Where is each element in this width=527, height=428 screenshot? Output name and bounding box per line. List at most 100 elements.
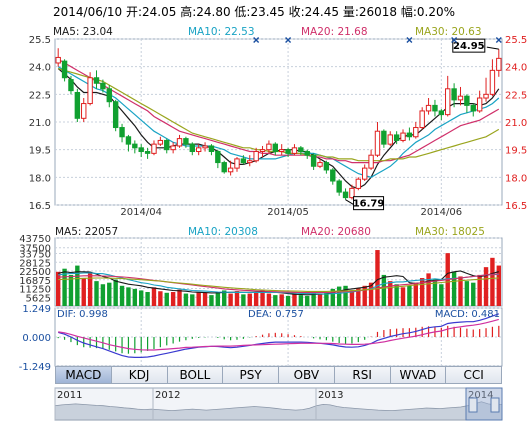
candle-body bbox=[355, 178, 362, 189]
candle-body bbox=[323, 162, 330, 171]
volume-bar bbox=[81, 278, 86, 306]
volume-bar bbox=[439, 284, 444, 306]
price-tick-left: 19.5 bbox=[29, 146, 51, 157]
price-ma5-line bbox=[57, 68, 500, 190]
volume-tick-label: 5625 bbox=[26, 293, 51, 304]
candle-body bbox=[368, 154, 374, 169]
volume-bar bbox=[336, 286, 342, 306]
volume-bar bbox=[368, 282, 374, 306]
navigator-year-label: 2011 bbox=[57, 390, 82, 401]
candle-body bbox=[470, 104, 476, 112]
price-tick-right: 19.5 bbox=[505, 146, 527, 157]
tab-obv[interactable]: OBV bbox=[279, 367, 335, 383]
candle-body bbox=[381, 130, 387, 145]
tab-kdj[interactable]: KDJ bbox=[112, 367, 168, 383]
price-tick-left: 24.0 bbox=[29, 63, 51, 74]
volume-tick-label: 16875 bbox=[19, 276, 51, 287]
volume-bar bbox=[311, 292, 316, 306]
price-tick-right: 18.0 bbox=[505, 173, 527, 184]
volume-bar bbox=[266, 293, 272, 306]
volume-bar bbox=[139, 290, 144, 306]
candle-body bbox=[330, 169, 336, 182]
volume-bar bbox=[458, 276, 463, 306]
navigator-handle-right[interactable] bbox=[490, 397, 500, 413]
volume-bar bbox=[477, 274, 482, 306]
candle-body bbox=[374, 130, 381, 156]
tab-wvad[interactable]: WVAD bbox=[391, 367, 447, 383]
volume-bar bbox=[375, 250, 380, 306]
volume-bar bbox=[362, 285, 367, 306]
volume-bar bbox=[273, 295, 278, 306]
volume-bar bbox=[464, 281, 470, 306]
volume-bar bbox=[196, 292, 201, 306]
event-marker-icon bbox=[406, 37, 413, 43]
volume-bar bbox=[209, 295, 214, 306]
tab-psy[interactable]: PSY bbox=[223, 367, 279, 383]
candle-body bbox=[138, 147, 144, 153]
candle-body bbox=[387, 134, 393, 145]
candle-body bbox=[253, 151, 259, 162]
navigator-year-label: 2014 bbox=[468, 390, 493, 401]
candle-body bbox=[259, 149, 266, 153]
price-tick-left: 18.0 bbox=[29, 173, 51, 184]
volume-bar bbox=[260, 289, 265, 306]
ma5-label: MA5: 23.04 bbox=[53, 26, 113, 38]
volume-bar bbox=[247, 293, 252, 306]
candle-body bbox=[425, 104, 432, 112]
dea-line bbox=[58, 318, 499, 351]
candle-body bbox=[240, 158, 247, 164]
indicator-tabs: MACD KDJ BOLL PSY OBV RSI WVAD CCI bbox=[55, 366, 502, 384]
high-annotation-box bbox=[452, 38, 486, 53]
candle-body bbox=[336, 180, 342, 193]
tab-macd[interactable]: MACD bbox=[56, 367, 112, 383]
price-ma30-line bbox=[58, 67, 500, 162]
volume-bar bbox=[324, 292, 329, 306]
navigator-handle-left[interactable] bbox=[468, 397, 478, 413]
candle-body bbox=[413, 127, 419, 138]
date-tick-label: 2014/04 bbox=[120, 207, 162, 218]
candle-body bbox=[68, 79, 74, 92]
volume-bar bbox=[145, 292, 150, 306]
candle-body bbox=[406, 132, 413, 138]
volume-bar bbox=[471, 282, 476, 306]
tab-rsi[interactable]: RSI bbox=[335, 367, 391, 383]
volume-bar bbox=[132, 288, 138, 306]
candle-body bbox=[496, 57, 502, 71]
volume-bar bbox=[400, 287, 406, 306]
candle-body bbox=[457, 95, 464, 101]
volume-bar bbox=[343, 285, 348, 306]
candle-body bbox=[112, 101, 119, 129]
tab-cci[interactable]: CCI bbox=[463, 368, 484, 382]
price-tick-right: 25.5 bbox=[505, 35, 527, 46]
volume-bar bbox=[451, 271, 457, 306]
volume-bar bbox=[381, 274, 387, 306]
candle-body bbox=[419, 110, 425, 129]
candle-body bbox=[489, 69, 496, 95]
event-marker-icon bbox=[253, 37, 260, 43]
volume-bar bbox=[279, 294, 284, 306]
volume-bar bbox=[413, 282, 418, 306]
candle-body bbox=[483, 93, 489, 99]
candle-body bbox=[393, 134, 400, 141]
volume-ma10-line bbox=[58, 272, 499, 295]
candle-body bbox=[119, 127, 125, 138]
volume-bar bbox=[285, 295, 291, 306]
candle-body bbox=[476, 97, 483, 112]
volume-tick-label: 11250 bbox=[19, 285, 51, 296]
volume-bar bbox=[55, 271, 61, 306]
tab-boll[interactable]: BOLL bbox=[168, 367, 224, 383]
candle-body bbox=[291, 147, 298, 154]
candle-body bbox=[304, 151, 310, 156]
volume-bar bbox=[305, 295, 310, 306]
candle-body bbox=[164, 139, 170, 151]
volume-bar bbox=[62, 268, 67, 306]
price-panel-frame bbox=[54, 38, 503, 206]
price-tick-left: 25.5 bbox=[29, 35, 51, 46]
price-ma10-line bbox=[57, 66, 500, 178]
volume-bar bbox=[356, 288, 361, 306]
macd-label: MACD: 0.481 bbox=[435, 309, 500, 320]
candle-body bbox=[132, 143, 138, 149]
volume-bar bbox=[119, 285, 125, 306]
candle-body bbox=[195, 147, 202, 153]
